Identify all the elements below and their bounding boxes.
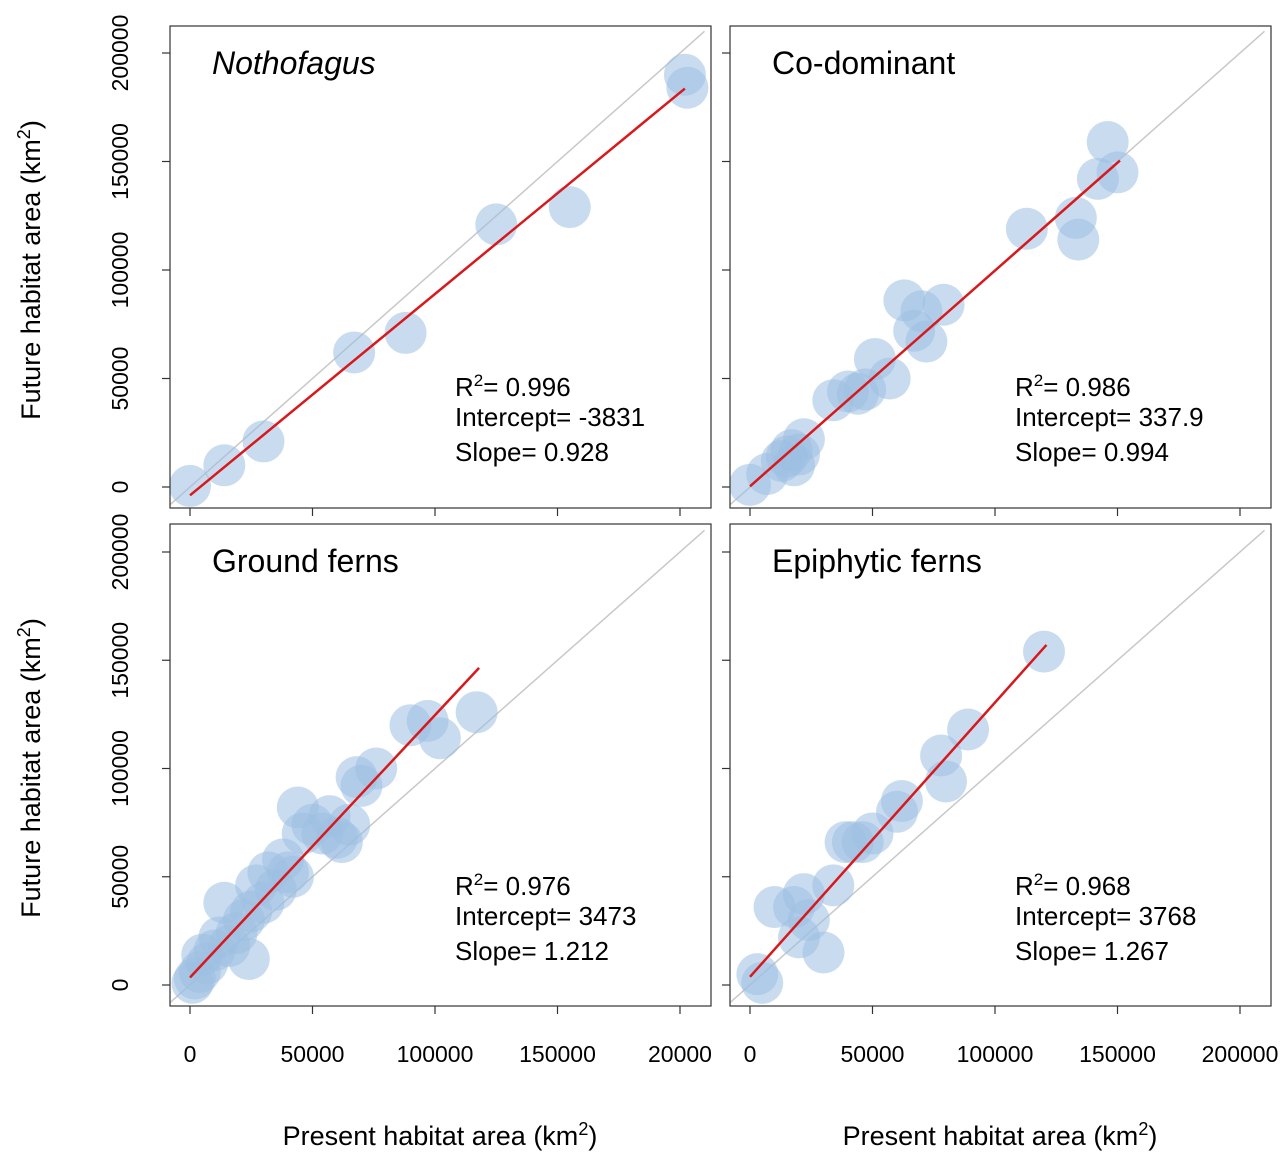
- plot-area: [730, 529, 1265, 1004]
- panel-nothofagus: 0 50000 100000 150000 200000 Nothofagus R2= …: [107, 15, 712, 516]
- stat-intercept: Intercept= 337.9: [1015, 402, 1204, 432]
- plot-area: [170, 529, 705, 1004]
- x-tick-label: 150000: [1079, 1041, 1156, 1067]
- y-tick-label: 150000: [107, 622, 133, 699]
- y-tick-label: 200000: [107, 514, 133, 591]
- panel-title: Ground ferns: [212, 543, 399, 579]
- panel-co-dominant: Co-dominant R2= 0.986 Intercept= 337.9 S…: [722, 25, 1272, 516]
- fit-line: [749, 159, 1121, 488]
- data-point: [1023, 630, 1065, 673]
- stat-intercept: Intercept= 3473: [455, 901, 636, 931]
- data-point: [868, 357, 911, 400]
- data-point: [947, 708, 990, 751]
- y-tick-label: 200000: [107, 15, 133, 92]
- data-point: [242, 420, 285, 463]
- stat-r2: R2= 0.968: [1015, 870, 1131, 901]
- fit-line: [189, 87, 686, 497]
- panel-title: Epiphytic ferns: [772, 543, 982, 579]
- y-tick-label: 0: [107, 481, 133, 494]
- stat-r2: R2= 0.986: [1015, 371, 1131, 402]
- x-tick-label: 100000: [397, 1041, 474, 1067]
- data-point: [905, 320, 948, 363]
- data-point: [355, 747, 398, 790]
- data-point: [227, 938, 270, 981]
- stat-slope: Slope= 0.928: [455, 437, 609, 467]
- stat-r2: R2= 0.976: [455, 870, 571, 901]
- data-point: [328, 803, 371, 846]
- y-axis-label-top: Future habitat area (km2): [14, 120, 46, 420]
- y-tick-label: 50000: [107, 845, 133, 909]
- x-tick-label: 0: [744, 1041, 757, 1067]
- x-tick-label: 50000: [281, 1041, 345, 1067]
- y-tick-label: 150000: [107, 123, 133, 200]
- stat-intercept: Intercept= 3768: [1015, 901, 1196, 931]
- data-point: [455, 691, 498, 734]
- data-point: [475, 203, 518, 246]
- plot-frame: [169, 25, 712, 509]
- panel-ground-ferns: 0 50000 100000 150000 2000005000010000015000…: [107, 514, 712, 1067]
- x-tick-label: 200000: [1202, 1041, 1279, 1067]
- data-point: [787, 899, 830, 942]
- stat-slope: Slope= 0.994: [1015, 437, 1169, 467]
- data-point: [548, 186, 591, 229]
- x-axis-label-left: Present habitat area (km2): [283, 1119, 598, 1151]
- data-point: [170, 464, 211, 507]
- stat-intercept: Intercept= -3831: [455, 402, 645, 432]
- data-point: [666, 66, 709, 109]
- x-tick-label: 50000: [841, 1041, 905, 1067]
- x-axis-label-right: Present habitat area (km2): [843, 1119, 1158, 1151]
- fit-line: [749, 644, 1048, 978]
- plot-frame: [729, 523, 1272, 1007]
- x-tick-label: 0: [184, 1041, 197, 1067]
- data-point: [418, 717, 461, 760]
- plot-area: [170, 30, 709, 507]
- data-point: [1096, 151, 1139, 194]
- x-tick-label: 150000: [519, 1041, 596, 1067]
- data-point: [741, 961, 784, 1004]
- stat-slope: Slope= 1.212: [455, 936, 609, 966]
- stat-r2: R2= 0.996: [455, 371, 571, 402]
- y-tick-label: 100000: [107, 232, 133, 309]
- y-axis-label-bottom: Future habitat area (km2): [14, 618, 46, 918]
- y-tick-label: 0: [107, 979, 133, 992]
- y-tick-label: 100000: [107, 730, 133, 807]
- data-point: [1005, 207, 1048, 250]
- data-point: [922, 283, 965, 326]
- x-tick-label: 100000: [957, 1041, 1034, 1067]
- plot-frame: [729, 25, 1272, 509]
- data-point: [1057, 218, 1100, 261]
- data-point: [802, 931, 845, 974]
- stat-slope: Slope= 1.267: [1015, 936, 1169, 966]
- panel-epiphytic-ferns: 0 50000 100000 150000 200000 Epiphytic ferns…: [722, 523, 1279, 1067]
- panel-title: Nothofagus: [212, 45, 376, 81]
- plot-frame: [169, 523, 712, 1007]
- panel-title: Co-dominant: [772, 45, 955, 81]
- plot-area: [730, 30, 1265, 506]
- x-tick-label: 20000: [648, 1041, 712, 1067]
- data-point: [925, 760, 967, 803]
- data-point: [333, 331, 376, 374]
- data-point: [880, 779, 923, 822]
- y-tick-label: 50000: [107, 347, 133, 411]
- data-point: [271, 855, 314, 898]
- fit-line: [189, 666, 481, 979]
- data-point: [384, 311, 427, 354]
